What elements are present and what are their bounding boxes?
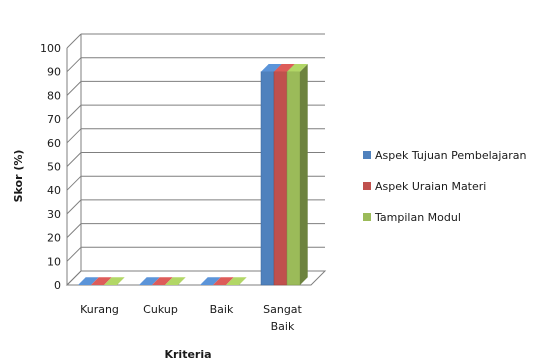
x-tick-label: Baik xyxy=(210,303,234,316)
legend-label: Aspek Tujuan Pembelajaran xyxy=(375,149,526,162)
y-axis-title: Skor (%) xyxy=(12,150,25,203)
bar xyxy=(104,277,125,285)
legend-item: Tampilan Modul xyxy=(363,211,461,224)
y-tick-label: 0 xyxy=(54,279,61,292)
bar xyxy=(165,277,186,285)
x-axis-title: Kriteria xyxy=(164,348,211,361)
y-axis-ticks: 0 10 20 30 40 50 60 70 80 90 100 xyxy=(40,42,61,292)
bar xyxy=(200,277,221,285)
gridline xyxy=(66,57,325,73)
legend-swatch xyxy=(363,213,371,221)
legend-swatch xyxy=(363,151,371,159)
y-tick-label: 50 xyxy=(47,161,61,174)
bar xyxy=(226,277,247,285)
gridline xyxy=(66,33,325,49)
y-tick-label: 70 xyxy=(47,113,61,126)
legend-label: Tampilan Modul xyxy=(374,211,461,224)
x-tick-label: Cukup xyxy=(143,303,178,316)
bars xyxy=(78,64,308,286)
legend: Aspek Tujuan Pembelajaran Aspek Uraian Ma… xyxy=(363,149,526,224)
x-axis-categories: Kurang Cukup Baik Sangat Baik xyxy=(80,303,302,333)
legend-swatch xyxy=(363,182,371,190)
bar xyxy=(213,277,234,285)
bar xyxy=(91,277,112,285)
y-tick-label: 10 xyxy=(47,255,61,268)
y-tick-label: 80 xyxy=(47,89,61,102)
y-tick-label: 60 xyxy=(47,137,61,150)
bar xyxy=(286,64,308,286)
x-tick-label: Kurang xyxy=(80,303,119,316)
y-tick-label: 20 xyxy=(47,232,61,245)
legend-item: Aspek Uraian Materi xyxy=(363,180,486,193)
y-tick-label: 100 xyxy=(40,42,61,55)
bar xyxy=(152,277,173,285)
bar xyxy=(78,277,99,285)
y-tick-label: 40 xyxy=(47,184,61,197)
legend-label: Aspek Uraian Materi xyxy=(375,180,486,193)
y-tick-label: 90 xyxy=(47,66,61,79)
legend-item: Aspek Tujuan Pembelajaran xyxy=(363,149,526,162)
y-tick-label: 30 xyxy=(47,208,61,221)
bar xyxy=(139,277,160,285)
x-tick-label: Sangat Baik xyxy=(263,303,302,333)
